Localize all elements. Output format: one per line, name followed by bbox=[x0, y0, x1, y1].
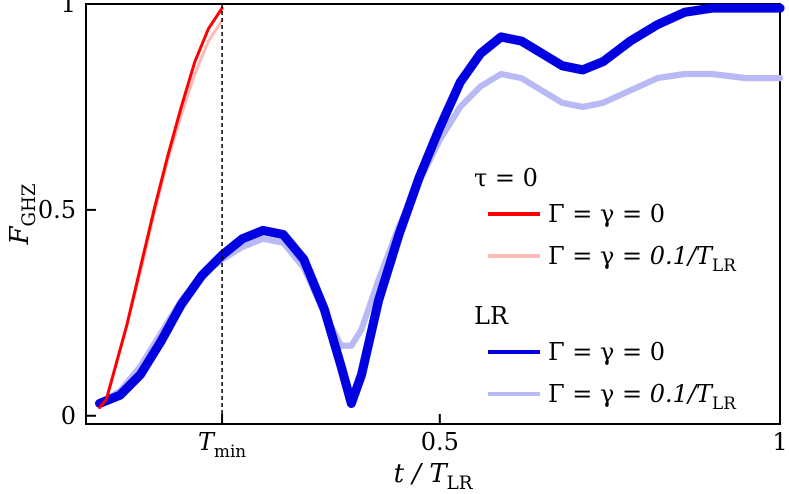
y-tick-label: 1 bbox=[61, 0, 76, 18]
ticks-layer: Tmin 0.5 1 0 0.5 1 bbox=[38, 0, 788, 461]
x-tick-label: Tmin bbox=[198, 428, 246, 461]
plot-frame bbox=[85, 3, 781, 425]
series-line-2 bbox=[95, 3, 785, 408]
x-axis-label: t / TLR bbox=[394, 459, 474, 494]
y-tick-label: 0.5 bbox=[38, 196, 76, 224]
legend: τ = 0 Γ = γ = 0 Γ = γ = 0.1/TLR LR Γ = γ = 0… bbox=[474, 164, 737, 413]
x-tick-label: 1 bbox=[772, 428, 787, 456]
legend-group-title: τ = 0 bbox=[474, 164, 538, 192]
legend-entry-label: Γ = γ = 0.1/TLR bbox=[548, 242, 737, 275]
legend-group-title: LR bbox=[474, 302, 509, 330]
series-line-0 bbox=[98, 6, 224, 410]
legend-entry-label: Γ = γ = 0 bbox=[548, 338, 665, 366]
axis-labels: t / TLR FGHZ bbox=[5, 183, 474, 494]
series-layer bbox=[95, 3, 785, 410]
y-tick-label: 0 bbox=[61, 402, 76, 430]
y-axis-label: FGHZ bbox=[5, 183, 40, 245]
legend-entry-label: Γ = γ = 0.1/TLR bbox=[548, 380, 737, 413]
legend-entry-label: Γ = γ = 0 bbox=[548, 200, 665, 228]
x-tick-label: 0.5 bbox=[421, 428, 459, 456]
